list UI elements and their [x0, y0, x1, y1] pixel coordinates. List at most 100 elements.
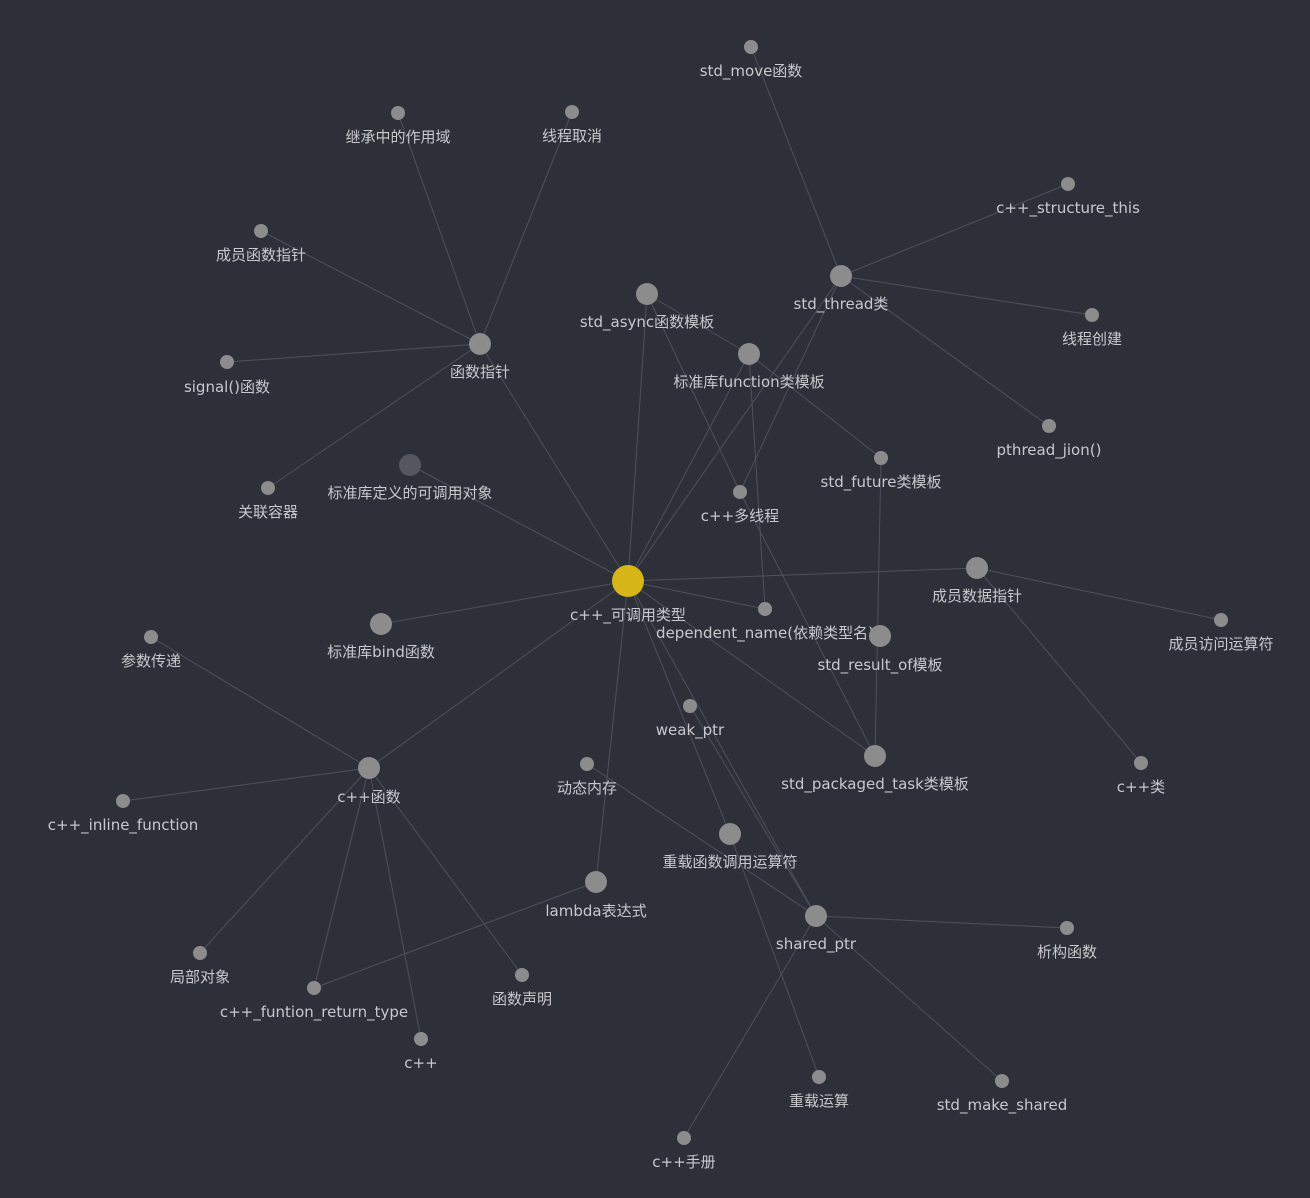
node-dot[interactable] — [144, 630, 158, 644]
node-std_make_shared[interactable]: std_make_shared — [937, 1074, 1068, 1115]
node-dot[interactable] — [580, 757, 594, 771]
node-label[interactable]: std_async函数模板 — [580, 313, 714, 332]
node-member_func_ptr[interactable]: 成员函数指针 — [216, 224, 306, 264]
node-std_async[interactable]: std_async函数模板 — [580, 283, 714, 332]
node-std_callable_obj[interactable]: 标准库定义的可调用对象 — [327, 454, 493, 502]
node-label[interactable]: std_make_shared — [937, 1096, 1068, 1115]
node-dot[interactable] — [719, 823, 741, 845]
node-label[interactable]: c++_inline_function — [48, 816, 198, 835]
node-dot[interactable] — [744, 40, 758, 54]
node-label[interactable]: 参数传递 — [121, 652, 181, 670]
node-label[interactable]: 线程取消 — [542, 127, 602, 145]
node-dot[interactable] — [733, 485, 747, 499]
node-std_thread[interactable]: std_thread类 — [794, 265, 889, 314]
node-std_future[interactable]: std_future类模板 — [821, 451, 942, 492]
node-label[interactable]: 动态内存 — [557, 779, 617, 797]
node-label[interactable]: c++ — [404, 1054, 437, 1072]
node-label[interactable]: weak_ptr — [656, 721, 725, 740]
node-std_result_of[interactable]: std_result_of模板 — [817, 625, 943, 675]
node-label[interactable]: 重载函数调用运算符 — [662, 853, 797, 871]
node-thread_cancel[interactable]: 线程取消 — [542, 105, 602, 145]
node-member_access_op[interactable]: 成员访问运算符 — [1168, 613, 1274, 653]
node-label[interactable]: c++函数 — [337, 788, 400, 806]
node-inherit_scope[interactable]: 继承中的作用域 — [345, 106, 451, 146]
node-dot[interactable] — [399, 454, 421, 476]
node-cpp_inline[interactable]: c++_inline_function — [48, 794, 198, 835]
node-dot[interactable] — [636, 283, 658, 305]
node-label[interactable]: 标准库bind函数 — [327, 643, 435, 661]
node-dot[interactable] — [1085, 308, 1099, 322]
node-pthread_jion[interactable]: pthread_jion() — [997, 419, 1102, 460]
node-dot[interactable] — [864, 745, 886, 767]
node-dot[interactable] — [358, 757, 380, 779]
node-label[interactable]: dependent_name(依赖类型名) — [656, 624, 874, 643]
node-dot[interactable] — [1214, 613, 1228, 627]
node-callable[interactable]: c++_可调用类型 — [570, 565, 686, 625]
node-dot[interactable] — [874, 451, 888, 465]
node-dot[interactable] — [869, 625, 891, 647]
node-dot[interactable] — [193, 946, 207, 960]
node-dot[interactable] — [391, 106, 405, 120]
node-label[interactable]: c++多线程 — [701, 507, 779, 525]
node-label[interactable]: 局部对象 — [170, 968, 230, 986]
node-assoc_container[interactable]: 关联容器 — [238, 481, 298, 521]
node-dot[interactable] — [612, 565, 644, 597]
node-cpp_func[interactable]: c++函数 — [337, 757, 401, 806]
node-cpp_manual[interactable]: c++手册 — [652, 1131, 716, 1171]
node-cpp_multithread[interactable]: c++多线程 — [701, 485, 779, 525]
node-local_obj[interactable]: 局部对象 — [170, 946, 230, 986]
node-dot[interactable] — [1042, 419, 1056, 433]
node-param_pass[interactable]: 参数传递 — [121, 630, 181, 670]
node-dot[interactable] — [565, 105, 579, 119]
node-std_move[interactable]: std_move函数 — [700, 40, 803, 81]
node-std_bind[interactable]: 标准库bind函数 — [327, 613, 435, 661]
node-label[interactable]: shared_ptr — [776, 935, 857, 954]
node-dot[interactable] — [995, 1074, 1009, 1088]
node-destructor[interactable]: 析构函数 — [1037, 921, 1097, 961]
node-label[interactable]: pthread_jion() — [997, 441, 1102, 460]
node-label[interactable]: 关联容器 — [238, 503, 298, 521]
node-dot[interactable] — [830, 265, 852, 287]
node-std_function[interactable]: 标准库function类模板 — [673, 343, 825, 391]
node-thread_create[interactable]: 线程创建 — [1062, 308, 1122, 348]
node-dot[interactable] — [261, 481, 275, 495]
node-dot[interactable] — [805, 905, 827, 927]
node-std_packaged_task[interactable]: std_packaged_task类模板 — [781, 745, 969, 794]
node-label[interactable]: 成员访问运算符 — [1168, 635, 1273, 653]
node-dynamic_mem[interactable]: 动态内存 — [557, 757, 617, 797]
node-cpp_class[interactable]: c++类 — [1117, 756, 1165, 796]
node-weak_ptr[interactable]: weak_ptr — [656, 699, 725, 740]
node-label[interactable]: c++_可调用类型 — [570, 606, 686, 625]
node-dot[interactable] — [758, 602, 772, 616]
node-label[interactable]: 成员数据指针 — [932, 587, 1022, 605]
node-dot[interactable] — [515, 968, 529, 982]
node-label[interactable]: 重载运算 — [789, 1092, 849, 1110]
node-dot[interactable] — [307, 981, 321, 995]
node-dot[interactable] — [683, 699, 697, 713]
node-label[interactable]: 标准库定义的可调用对象 — [327, 484, 492, 502]
node-dot[interactable] — [812, 1070, 826, 1084]
node-func_decl[interactable]: 函数声明 — [492, 968, 552, 1008]
node-overload_call_op[interactable]: 重载函数调用运算符 — [662, 823, 798, 871]
node-dot[interactable] — [469, 333, 491, 355]
node-label[interactable]: std_packaged_task类模板 — [781, 775, 969, 794]
node-label[interactable]: 继承中的作用域 — [345, 128, 450, 146]
node-lambda[interactable]: lambda表达式 — [545, 871, 647, 920]
node-label[interactable]: 标准库function类模板 — [673, 373, 824, 391]
node-func_ptr[interactable]: 函数指针 — [450, 333, 510, 381]
node-label[interactable]: 函数声明 — [492, 990, 552, 1008]
node-label[interactable]: c++_funtion_return_type — [220, 1003, 408, 1022]
node-label[interactable]: 线程创建 — [1062, 330, 1122, 348]
node-label[interactable]: std_result_of模板 — [817, 656, 942, 675]
node-dot[interactable] — [966, 557, 988, 579]
node-dot[interactable] — [1061, 177, 1075, 191]
node-cpp_structure_this[interactable]: c++_structure_this — [996, 177, 1140, 218]
node-overload_op[interactable]: 重载运算 — [789, 1070, 849, 1110]
node-dot[interactable] — [116, 794, 130, 808]
node-dot[interactable] — [1134, 756, 1148, 770]
node-signal[interactable]: signal()函数 — [184, 355, 270, 396]
node-label[interactable]: std_future类模板 — [821, 473, 942, 492]
node-label[interactable]: std_move函数 — [700, 62, 803, 81]
node-label[interactable]: c++手册 — [652, 1153, 715, 1171]
